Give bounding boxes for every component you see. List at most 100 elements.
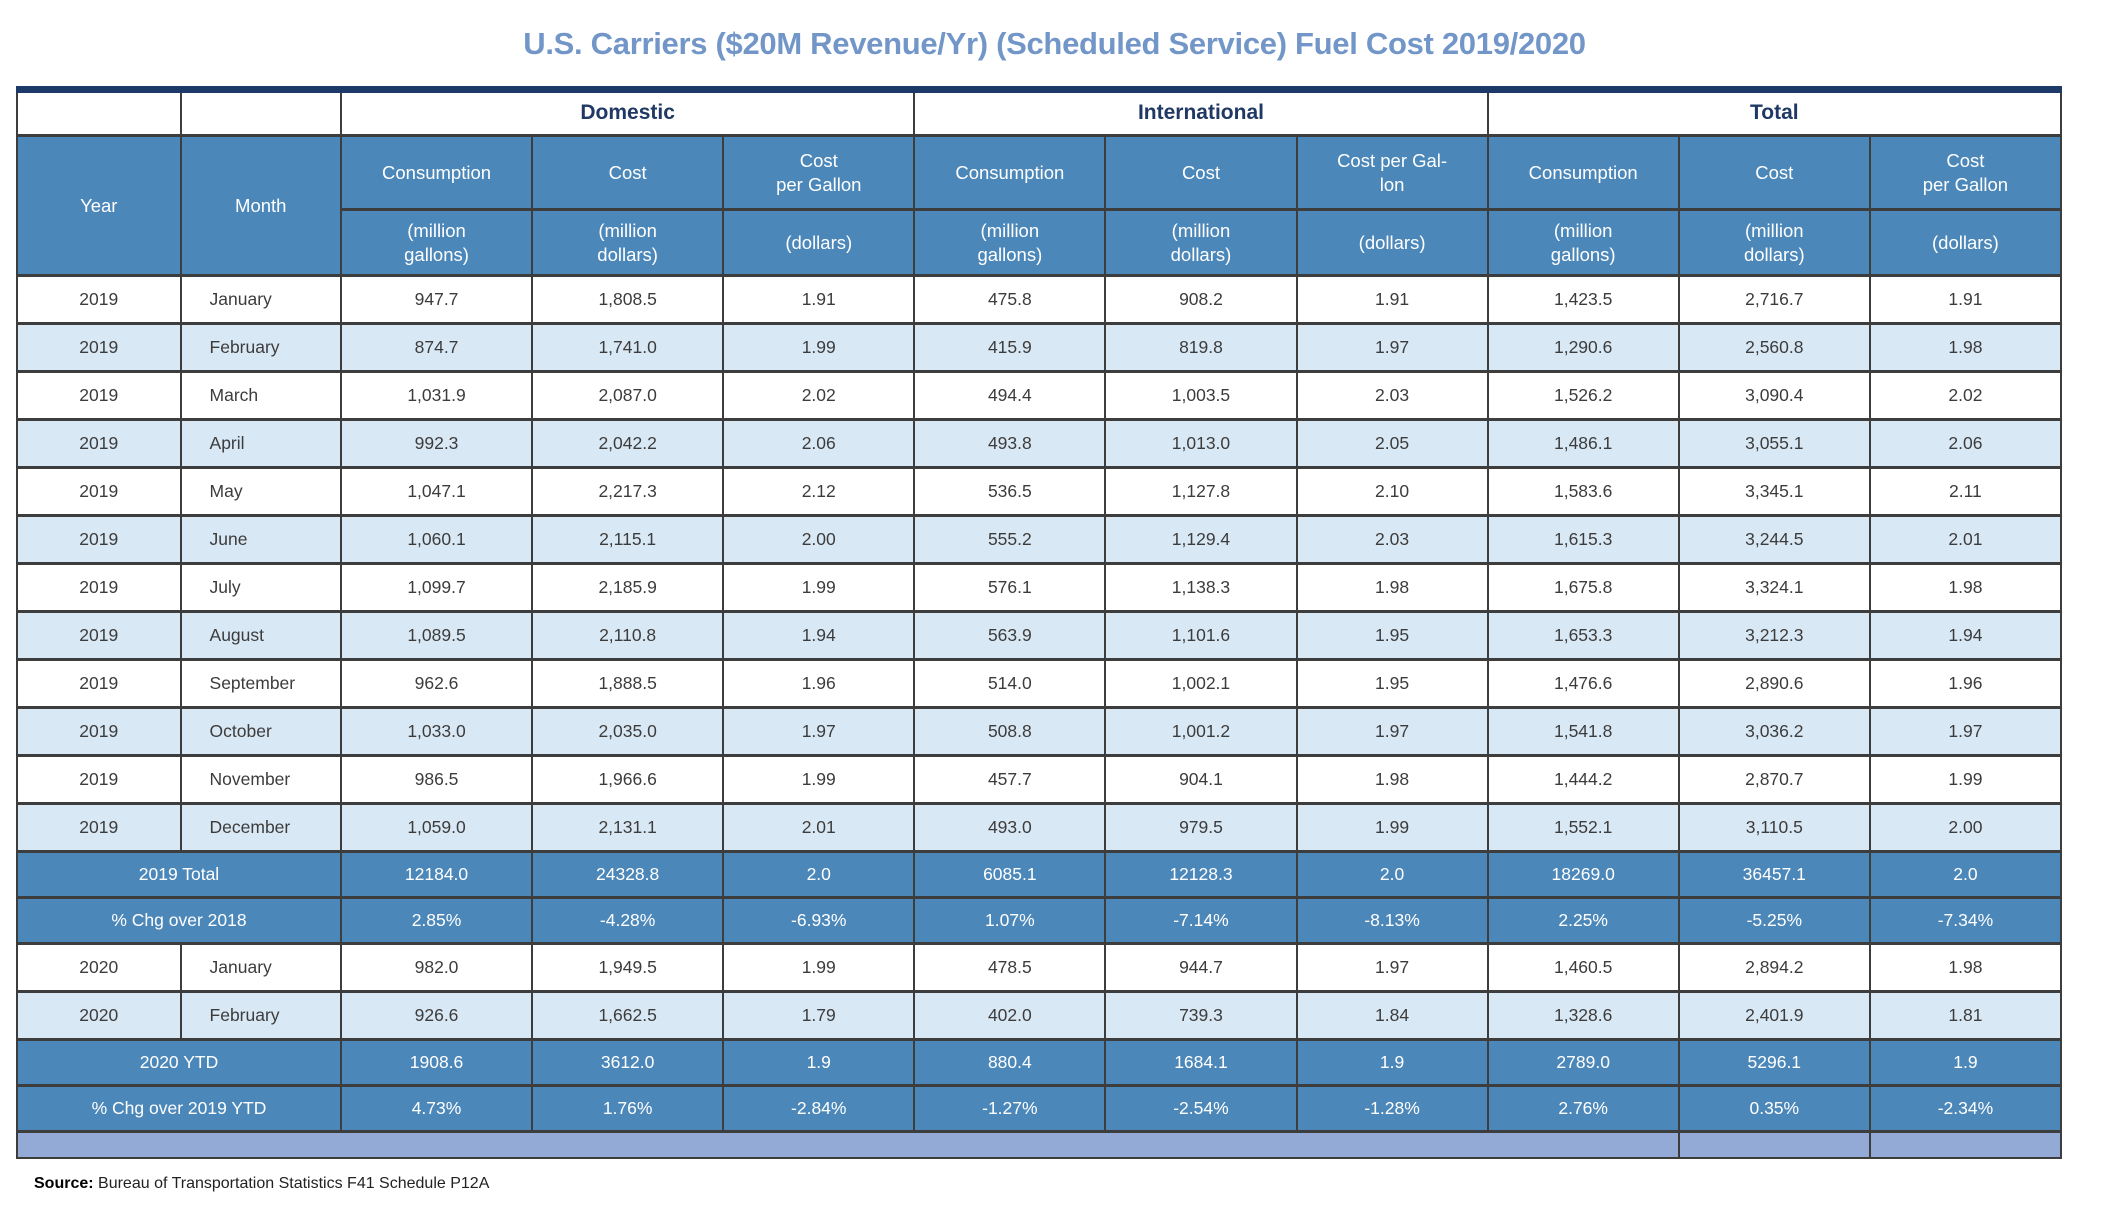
- page-title: U.S. Carriers ($20M Revenue/Yr) (Schedul…: [523, 26, 1586, 61]
- table-row: 2019 February 874.7 1,741.0 1.99 415.9 819.8 1.…: [16, 322, 2063, 373]
- value-cell: 2,401.9: [1677, 990, 1871, 1041]
- value-cell: 1.91: [1868, 274, 2063, 325]
- value-cell: 926.6: [339, 990, 534, 1041]
- value-cell: 944.7: [1104, 942, 1298, 993]
- value-cell: 1.91: [722, 274, 916, 325]
- summary-label-cell: % Chg over 2018: [16, 896, 342, 945]
- value-cell: 1,059.0: [339, 802, 534, 853]
- value-cell: 555.2: [913, 514, 1107, 565]
- value-cell: 908.2: [1104, 274, 1298, 325]
- year-cell: 2019: [16, 658, 182, 709]
- value-cell: 1.94: [1868, 610, 2063, 661]
- value-cell: 475.8: [913, 274, 1107, 325]
- value-cell: 1,888.5: [531, 658, 725, 709]
- value-cell: 1908.6: [339, 1038, 534, 1087]
- value-cell: 1,615.3: [1486, 514, 1680, 565]
- column-unit: (million dollars): [1677, 208, 1871, 277]
- table-row: 2019 September 962.6 1,888.5 1.96 514.0 1,002.…: [16, 658, 2063, 709]
- month-cell: October: [179, 706, 342, 757]
- value-cell: -7.34%: [1868, 896, 2063, 945]
- column-unit: (million dollars): [1104, 208, 1298, 277]
- value-cell: 1,138.3: [1104, 562, 1298, 613]
- value-cell: 3,212.3: [1677, 610, 1871, 661]
- value-cell: 2.03: [1295, 370, 1489, 421]
- year-cell: 2019: [16, 274, 182, 325]
- month-cell: January: [179, 942, 342, 993]
- value-cell: 3,055.1: [1677, 418, 1871, 469]
- value-cell: 982.0: [339, 942, 534, 993]
- value-cell: 1,966.6: [531, 754, 725, 805]
- value-cell: 2.25%: [1486, 896, 1680, 945]
- value-cell: 1,060.1: [339, 514, 534, 565]
- month-cell: February: [179, 322, 342, 373]
- value-cell: 2,131.1: [531, 802, 725, 853]
- month-cell: July: [179, 562, 342, 613]
- value-cell: -2.54%: [1104, 1084, 1298, 1133]
- footer-strip-cell: [1677, 1130, 1871, 1159]
- column-header: Cost: [531, 134, 725, 211]
- value-cell: 739.3: [1104, 990, 1298, 1041]
- value-cell: 494.4: [913, 370, 1107, 421]
- table-header: Domestic International Total Year Month …: [16, 88, 2063, 277]
- value-cell: -6.93%: [722, 896, 916, 945]
- value-cell: 3612.0: [531, 1038, 725, 1087]
- month-cell: August: [179, 610, 342, 661]
- value-cell: 2.00: [722, 514, 916, 565]
- source-line: Source: Bureau of Transportation Statist…: [34, 1175, 2093, 1193]
- value-cell: 514.0: [913, 658, 1107, 709]
- value-cell: 2,115.1: [531, 514, 725, 565]
- year-cell: 2019: [16, 514, 182, 565]
- group-header-row: Domestic International Total: [16, 88, 2063, 137]
- month-cell: January: [179, 274, 342, 325]
- summary-label-cell: % Chg over 2019 YTD: [16, 1084, 342, 1133]
- value-cell: 415.9: [913, 322, 1107, 373]
- value-cell: 1.96: [1868, 658, 2063, 709]
- value-cell: 478.5: [913, 942, 1107, 993]
- value-cell: 1,662.5: [531, 990, 725, 1041]
- year-cell: 2019: [16, 322, 182, 373]
- column-unit: (dollars): [1868, 208, 2063, 277]
- month-cell: June: [179, 514, 342, 565]
- value-cell: 979.5: [1104, 802, 1298, 853]
- table-row: 2019 December 1,059.0 2,131.1 2.01 493.0 979.5…: [16, 802, 2063, 853]
- footer-strip-cell: [1868, 1130, 2063, 1159]
- month-column-header: Month: [179, 134, 342, 277]
- value-cell: 962.6: [339, 658, 534, 709]
- value-cell: 2789.0: [1486, 1038, 1680, 1087]
- column-header: Cost: [1104, 134, 1298, 211]
- value-cell: 1.99: [1295, 802, 1489, 853]
- value-cell: 2.06: [722, 418, 916, 469]
- table-row: 2019 May 1,047.1 2,217.3 2.12 536.5 1,127.8 2.1…: [16, 466, 2063, 517]
- value-cell: 563.9: [913, 610, 1107, 661]
- value-cell: -7.14%: [1104, 896, 1298, 945]
- fuel-cost-table: Domestic International Total Year Month …: [16, 86, 2063, 1159]
- value-cell: 2,217.3: [531, 466, 725, 517]
- column-unit: (million gallons): [339, 208, 534, 277]
- column-unit: (dollars): [1295, 208, 1489, 277]
- value-cell: 24328.8: [531, 850, 725, 899]
- column-unit: (million gallons): [1486, 208, 1680, 277]
- column-label-row: Year Month Consumption Cost Cost per Gal…: [16, 134, 2063, 277]
- value-cell: 2,870.7: [1677, 754, 1871, 805]
- year-cell: 2019: [16, 754, 182, 805]
- value-cell: 12184.0: [339, 850, 534, 899]
- value-cell: 1.98: [1295, 562, 1489, 613]
- value-cell: 1.91: [1295, 274, 1489, 325]
- value-cell: 1.99: [722, 942, 916, 993]
- value-cell: 1,653.3: [1486, 610, 1680, 661]
- value-cell: 2.02: [722, 370, 916, 421]
- summary-label-cell: 2019 Total: [16, 850, 342, 899]
- table-row: 2019 January 947.7 1,808.5 1.91 475.8 908.2 1.9…: [16, 274, 2063, 325]
- value-cell: 3,090.4: [1677, 370, 1871, 421]
- value-cell: 1,808.5: [531, 274, 725, 325]
- month-cell: April: [179, 418, 342, 469]
- value-cell: 1.98: [1868, 322, 2063, 373]
- value-cell: 457.7: [913, 754, 1107, 805]
- value-cell: 1.99: [722, 562, 916, 613]
- value-cell: 1,949.5: [531, 942, 725, 993]
- value-cell: 508.8: [913, 706, 1107, 757]
- value-cell: 2.03: [1295, 514, 1489, 565]
- value-cell: 3,036.2: [1677, 706, 1871, 757]
- value-cell: 1,127.8: [1104, 466, 1298, 517]
- value-cell: 1.99: [722, 754, 916, 805]
